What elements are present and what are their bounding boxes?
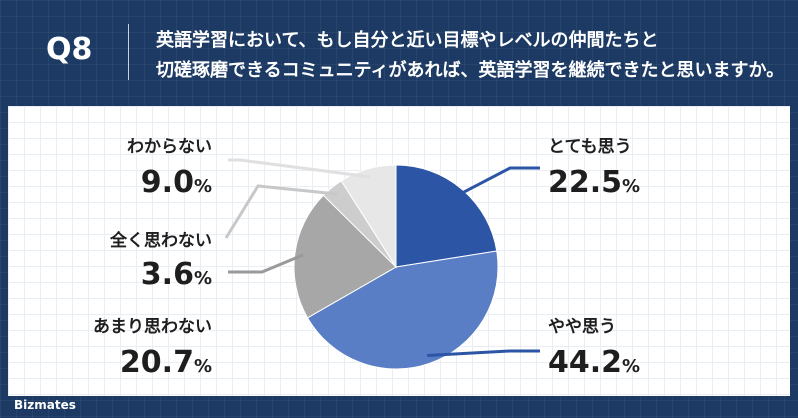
- question-header: Q8 英語学習において、もし自分と近い目標やレベルの仲間たちと 切磋琢磨できるコ…: [0, 0, 798, 104]
- slice-value-label: 44.2%: [548, 345, 640, 380]
- slice-labels: とても思う 22.5% やや思う 44.2% あまり思わない 20.7% 全く思わない 3.6…: [93, 137, 640, 380]
- pie-slice: [306, 250, 499, 370]
- slice-category-label: あまり思わない: [93, 317, 212, 337]
- pie-slices: [293, 164, 499, 370]
- pie-slice: [395, 164, 498, 268]
- pie-slice: [293, 194, 397, 319]
- question-line-1: 英語学習において、もし自分と近い目標やレベルの仲間たちと: [156, 30, 659, 51]
- leader-line: [224, 184, 338, 239]
- slice-value-label: 20.7%: [120, 345, 212, 380]
- question-text: 英語学習において、もし自分と近い目標やレベルの仲間たちと 切磋琢磨できるコミュニ…: [156, 26, 786, 86]
- question-line-2: 切磋琢磨できるコミュニティがあれば、英語学習を継続できたと思いますか。: [156, 60, 785, 81]
- slice-category-label: やや思う: [548, 317, 616, 337]
- slice-value-label: 9.0%: [141, 165, 212, 200]
- leader-line: [427, 349, 540, 357]
- leader-line: [456, 166, 540, 197]
- leader-lines: [224, 158, 540, 357]
- leader-line: [228, 253, 304, 274]
- slice-value-label: 22.5%: [548, 165, 640, 200]
- leader-line: [228, 158, 371, 179]
- slice-category-label: とても思う: [548, 137, 632, 157]
- slice-category-label: わからない: [127, 137, 212, 157]
- bizmates-logo: Bizmates: [14, 398, 76, 412]
- slice-value-label: 3.6%: [141, 257, 212, 292]
- question-number: Q8: [46, 32, 93, 67]
- slice-category-label: 全く思わない: [109, 230, 212, 251]
- pie-slice: [340, 164, 397, 269]
- header-divider: [128, 24, 129, 80]
